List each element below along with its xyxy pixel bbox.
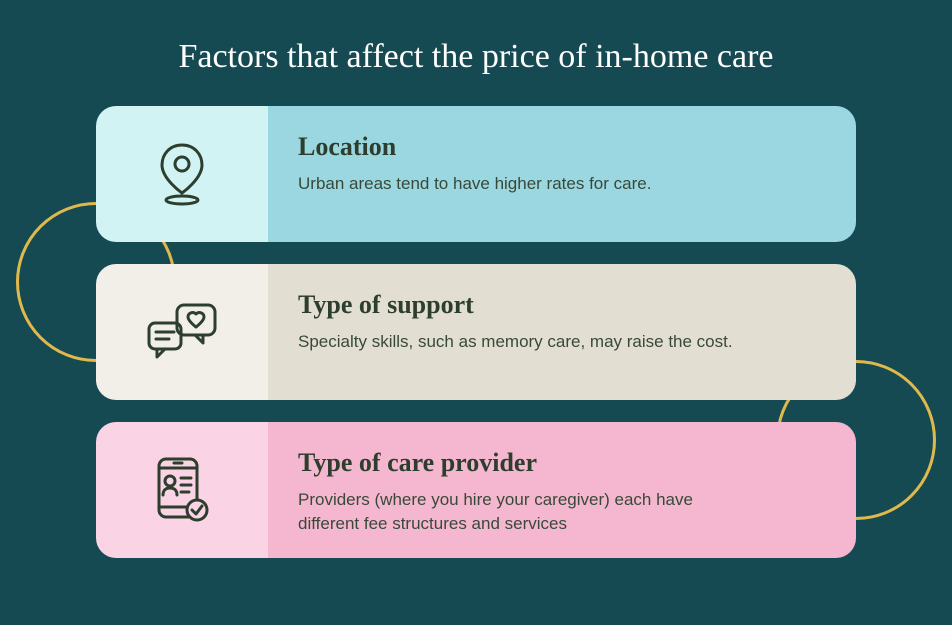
phone-id-icon — [149, 455, 215, 525]
card-heading: Type of care provider — [298, 448, 826, 478]
card-body: Location Urban areas tend to have higher… — [268, 106, 856, 242]
card-heading: Location — [298, 132, 826, 162]
location-pin-icon — [154, 141, 210, 207]
cards-container: Location Urban areas tend to have higher… — [96, 106, 856, 558]
card-body: Type of support Specialty skills, such a… — [268, 264, 856, 400]
card-icon-cell — [96, 264, 268, 400]
chat-heart-icon — [145, 301, 219, 363]
factor-card-provider: Type of care provider Providers (where y… — [96, 422, 856, 558]
card-heading: Type of support — [298, 290, 826, 320]
card-body: Type of care provider Providers (where y… — [268, 422, 856, 558]
card-icon-cell — [96, 106, 268, 242]
page-title: Factors that affect the price of in-home… — [0, 0, 952, 106]
factor-card-location: Location Urban areas tend to have higher… — [96, 106, 856, 242]
card-icon-cell — [96, 422, 268, 558]
card-description: Specialty skills, such as memory care, m… — [298, 330, 738, 354]
factor-card-support: Type of support Specialty skills, such a… — [96, 264, 856, 400]
card-description: Providers (where you hire your caregiver… — [298, 488, 738, 536]
card-description: Urban areas tend to have higher rates fo… — [298, 172, 738, 196]
